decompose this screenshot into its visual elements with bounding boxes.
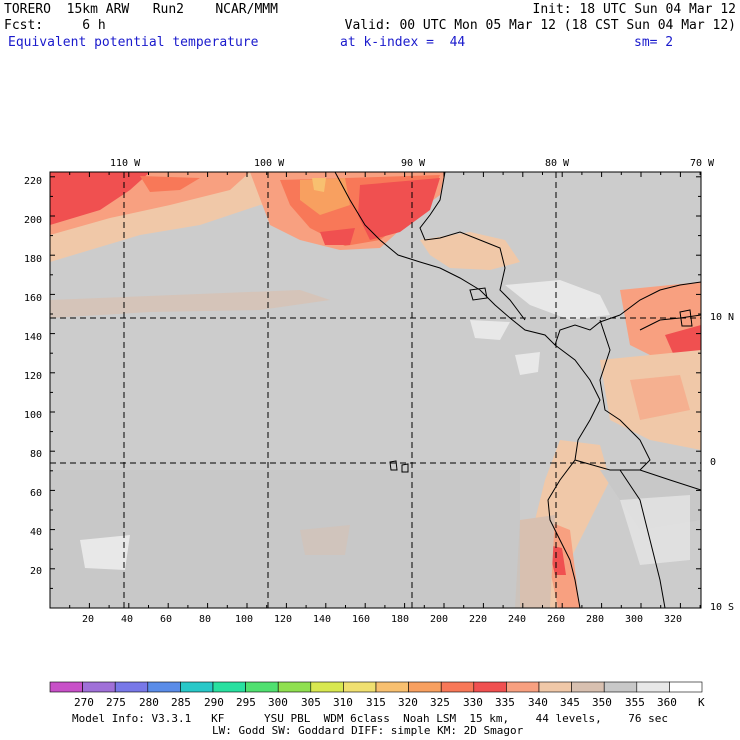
- colorbar-label: 345: [560, 696, 580, 709]
- colorbar-label: 310: [333, 696, 353, 709]
- colorbar-label: 305: [301, 696, 321, 709]
- x-label: 300: [625, 614, 644, 625]
- field-name: Equivalent potential temperature: [8, 35, 259, 50]
- x-label: 320: [664, 614, 683, 625]
- colorbar-swatch: [245, 681, 279, 693]
- colorbar-label: 350: [592, 696, 612, 709]
- colorbar-swatch: [506, 681, 540, 693]
- x-label: 160: [352, 614, 371, 625]
- x-label: 260: [547, 614, 566, 625]
- lon-label-90w: 90 W: [401, 158, 426, 169]
- forecast-hour: Fcst: 6 h: [4, 18, 106, 33]
- colorbar-label: 280: [139, 696, 159, 709]
- colorbar-label: 315: [366, 696, 386, 709]
- graticule: [50, 172, 701, 608]
- x-label: 80: [199, 614, 212, 625]
- colorbar-label: 335: [495, 696, 515, 709]
- valid-time: Valid: 00 UTC Mon 05 Mar 12 (18 CST Sun …: [344, 18, 736, 33]
- lon-label-80w: 80 W: [545, 158, 570, 169]
- colorbar-swatch: [440, 681, 475, 693]
- colorbar-swatch: [538, 681, 572, 693]
- colorbar-swatch: [375, 681, 409, 693]
- y-label: 60: [30, 488, 43, 499]
- colorbar-label: 295: [236, 696, 256, 709]
- colorbar-label: 300: [268, 696, 288, 709]
- colorbar-unit: K: [698, 696, 705, 709]
- y-label: 220: [24, 176, 43, 187]
- colorbar-swatch: [212, 681, 246, 693]
- init-time: Init: 18 UTC Sun 04 Mar 12: [532, 2, 737, 17]
- colorbar-label: 270: [74, 696, 94, 709]
- y-label: 80: [30, 449, 43, 460]
- y-label: 120: [24, 371, 43, 382]
- coastlines: [334, 172, 701, 608]
- lon-label-100w: 100 W: [254, 158, 285, 169]
- x-label: 60: [160, 614, 173, 625]
- physics-info: LW: Godd SW: Goddard DIFF: simple KM: 2D…: [212, 724, 524, 737]
- lat-label-10s: 10 S: [710, 602, 735, 613]
- x-label: 40: [121, 614, 134, 625]
- colorbar-label: 325: [430, 696, 450, 709]
- colorbar-swatch: [310, 681, 344, 693]
- colorbar-swatch: [603, 681, 638, 693]
- colorbar-label: 355: [625, 696, 645, 709]
- x-label: 100: [235, 614, 254, 625]
- y-label: 200: [24, 215, 43, 226]
- colorbar-swatch: [147, 681, 181, 693]
- model-info: Model Info: V3.3.1 KF YSU PBL WDM 6class…: [72, 712, 669, 725]
- colorbar-label: 360: [657, 696, 677, 709]
- colorbar-swatch: [473, 681, 507, 693]
- lat-label-10n: 10 N: [710, 312, 735, 323]
- colorbar-swatch: [636, 681, 670, 693]
- colorbar-swatch: [277, 681, 312, 693]
- smoothing-label: sm= 2: [634, 35, 674, 50]
- colorbar-label: 290: [204, 696, 224, 709]
- y-label: 40: [30, 527, 43, 538]
- x-label: 220: [469, 614, 488, 625]
- colorbar-swatch: [408, 681, 442, 693]
- theta-e-field: [50, 172, 701, 608]
- map-frame: [49, 171, 702, 609]
- x-label: 120: [274, 614, 293, 625]
- x-label: 240: [508, 614, 527, 625]
- level-label: at k-index = 44: [340, 35, 466, 50]
- x-label: 20: [82, 614, 95, 625]
- x-label: 140: [313, 614, 332, 625]
- axis-ticks: [49, 172, 701, 609]
- y-label: 160: [24, 293, 43, 304]
- y-label: 100: [24, 410, 43, 421]
- y-label: 20: [30, 566, 43, 577]
- colorbar-swatch: [114, 681, 149, 693]
- colorbar-swatch: [82, 681, 116, 693]
- colorbar-label: 275: [106, 696, 126, 709]
- y-label: 180: [24, 254, 43, 265]
- colorbar-label: 320: [398, 696, 418, 709]
- colorbar-label: 285: [171, 696, 191, 709]
- x-label: 180: [391, 614, 410, 625]
- x-label: 200: [430, 614, 449, 625]
- colorbar-swatch: [669, 681, 703, 693]
- y-label: 140: [24, 332, 43, 343]
- lon-label-110w: 110 W: [110, 158, 141, 169]
- run-title: TORERO 15km ARW Run2 NCAR/MMM: [4, 2, 278, 17]
- lon-label-70w: 70 W: [690, 158, 715, 169]
- colorbar-swatch: [49, 681, 83, 693]
- colorbar-label: 340: [528, 696, 548, 709]
- colorbar-label: 330: [463, 696, 483, 709]
- colorbar-swatch: [180, 681, 214, 693]
- colorbar: [49, 681, 703, 693]
- colorbar-swatch: [343, 681, 377, 693]
- lat-label-eq: 0: [710, 457, 717, 468]
- x-label: 280: [586, 614, 605, 625]
- colorbar-swatch: [571, 681, 605, 693]
